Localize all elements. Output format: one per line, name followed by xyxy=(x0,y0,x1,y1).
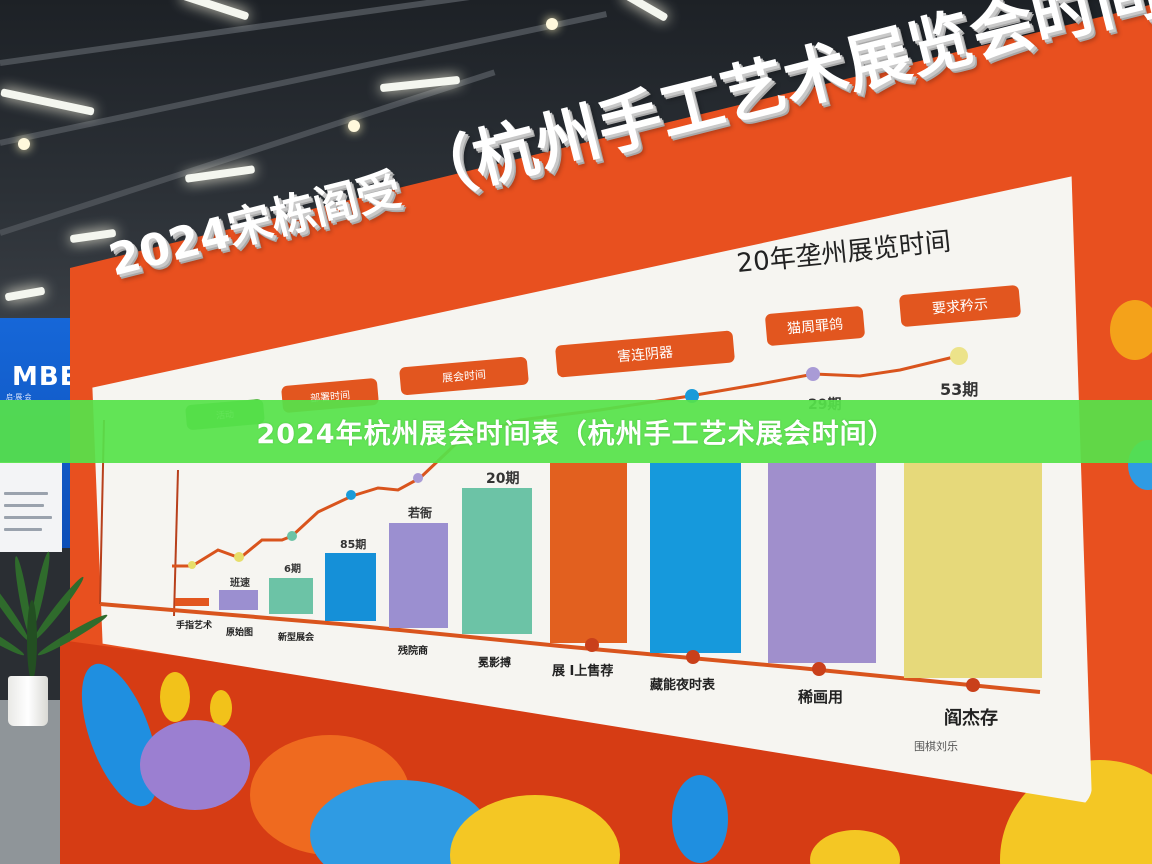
bar-label: 若衙 xyxy=(408,506,433,520)
timeline-marker xyxy=(966,678,980,692)
line-marker xyxy=(346,490,356,500)
chart-bar xyxy=(219,590,258,610)
timeline-caption: 残院商 xyxy=(398,646,428,657)
line-marker xyxy=(950,347,968,365)
timeline-caption: 冕影搏 xyxy=(478,656,511,669)
chart-bar xyxy=(325,553,376,621)
timeline-caption: 稀画用 xyxy=(798,688,844,706)
chart-bar xyxy=(550,463,627,643)
timeline-caption: 阎杰存 xyxy=(944,708,998,729)
line-marker xyxy=(287,531,297,541)
ceiling-bulb xyxy=(18,138,30,150)
booth-logo: MBE xyxy=(12,362,79,392)
chart-bar xyxy=(269,578,313,614)
decor-blob xyxy=(140,720,250,810)
chart-bar xyxy=(768,463,876,663)
chart-bar xyxy=(904,463,1042,678)
line-marker xyxy=(413,473,423,483)
bar-label: 53期 xyxy=(940,380,979,399)
timeline-caption: 展 I上售荐 xyxy=(552,664,614,679)
booth-subtitle: 启·展·会 xyxy=(6,393,32,401)
timeline-marker xyxy=(812,662,826,676)
chart-bar xyxy=(650,463,741,653)
decor-dot xyxy=(672,775,728,863)
decor-dot xyxy=(160,672,190,722)
ceiling-bulb xyxy=(348,120,360,132)
timeline-marker xyxy=(686,650,700,664)
line-marker xyxy=(685,389,699,403)
booth-info-panel xyxy=(0,462,62,552)
caption-text: 2024年杭州展会时间表（杭州手工艺术展会时间） xyxy=(256,419,896,450)
line-marker xyxy=(188,561,196,569)
ceiling-bulb xyxy=(546,18,558,30)
chart-bar xyxy=(462,488,532,634)
line-marker xyxy=(806,367,820,381)
bar-label: 85期 xyxy=(340,538,367,551)
timeline-caption: 新型展会 xyxy=(278,633,315,643)
chart-bar xyxy=(175,598,209,606)
bar-label: 6期 xyxy=(284,564,301,575)
decor-dot xyxy=(1110,300,1152,360)
timeline-marker xyxy=(585,638,599,652)
caption-banner: 2024年杭州展会时间表（杭州手工艺术展会时间） xyxy=(0,400,1152,463)
timeline-caption: 手指艺术 xyxy=(176,621,213,631)
footer-note: 围棋刘乐 xyxy=(914,740,958,753)
bar-label: 班速 xyxy=(230,578,250,589)
chart-bar xyxy=(389,523,448,628)
decor-dot xyxy=(210,690,232,726)
timeline-caption: 藏能夜时表 xyxy=(650,678,716,693)
line-marker xyxy=(234,552,244,562)
bar-label: 20期 xyxy=(486,471,520,487)
timeline-caption: 原始图 xyxy=(226,628,254,638)
